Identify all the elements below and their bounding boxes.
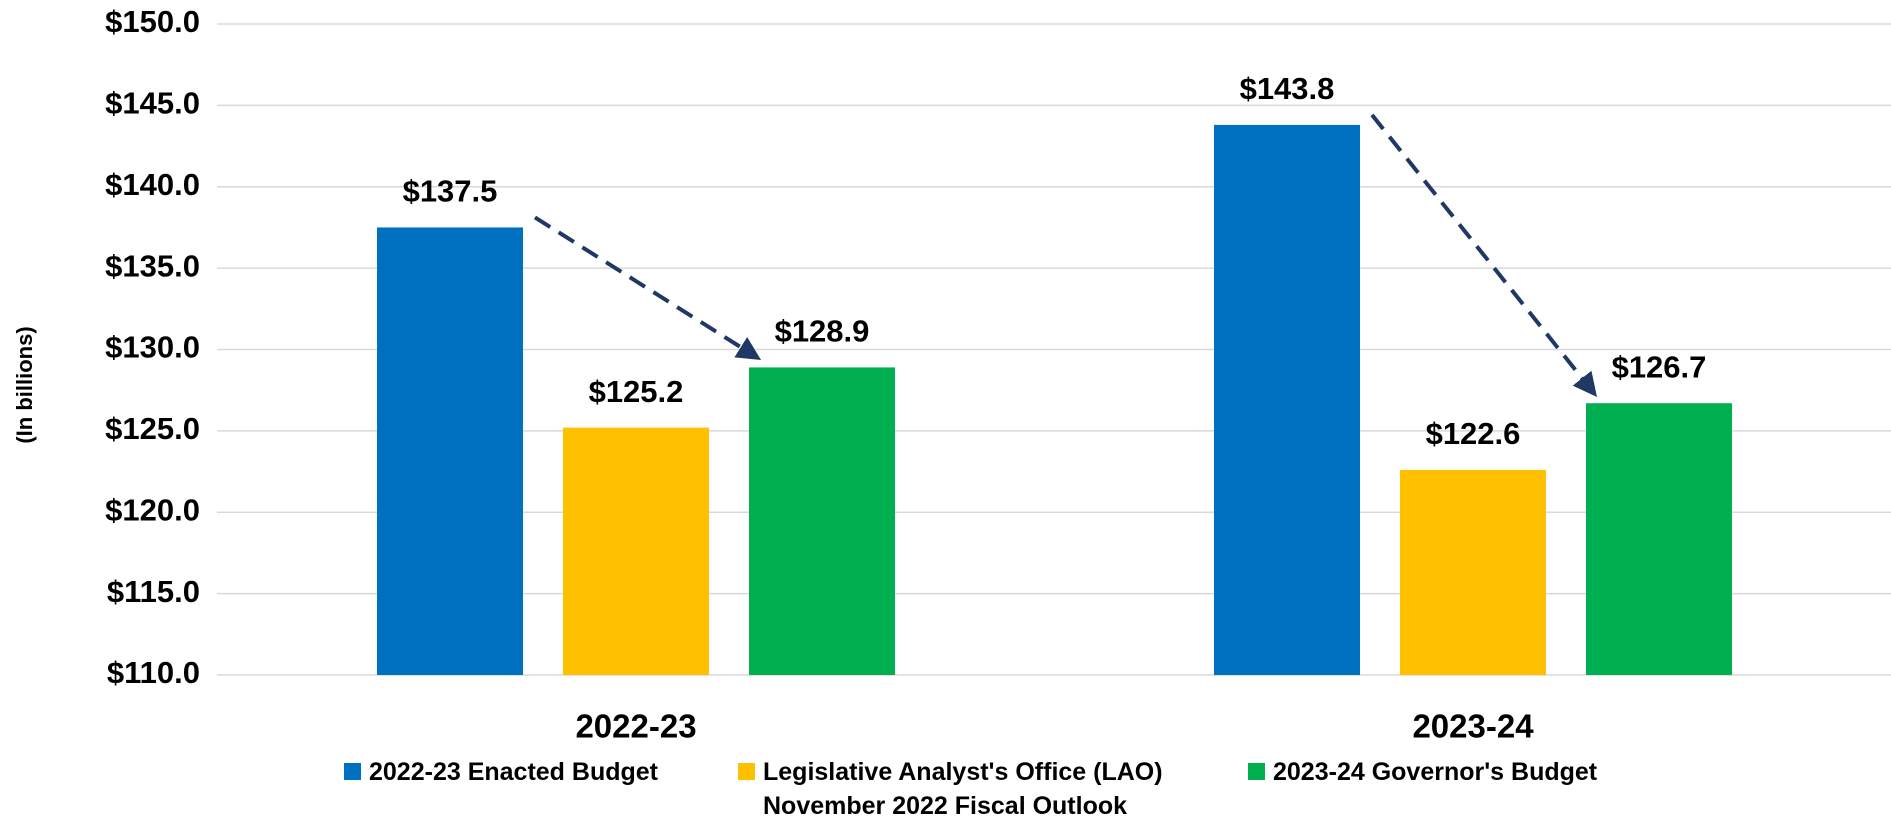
bar [749, 367, 895, 675]
value-label: $137.5 [403, 174, 498, 209]
legend-swatch [344, 763, 361, 780]
x-tick-label: 2022-23 [575, 708, 696, 745]
y-tick-label: $125.0 [105, 411, 200, 446]
y-axis-label: (In billions) [12, 326, 37, 443]
y-tick-label: $140.0 [105, 167, 200, 202]
trend-arrow [533, 215, 762, 360]
y-tick-label: $115.0 [107, 574, 200, 609]
bar [377, 227, 523, 675]
bar [1586, 403, 1732, 675]
value-label: $122.6 [1426, 416, 1521, 451]
legend-label: 2023-24 Governor's Budget [1273, 758, 1598, 786]
legend-item: 2023-24 Governor's Budget [1248, 755, 1597, 789]
y-tick-label: $120.0 [105, 492, 200, 527]
y-tick-label: $135.0 [105, 248, 200, 283]
legend-label: 2022-23 Enacted Budget [369, 758, 658, 786]
y-tick-label: $145.0 [105, 86, 200, 121]
legend-swatch [738, 763, 755, 780]
trend-arrow [1370, 113, 1597, 397]
y-tick-label: $110.0 [107, 655, 200, 690]
y-tick-label: $130.0 [105, 330, 200, 365]
legend-swatch [1248, 763, 1265, 780]
bar [1214, 124, 1360, 675]
legend-item: 2022-23 Enacted Budget [344, 755, 658, 789]
legend-label: Legislative Analyst's Office (LAO) Novem… [763, 758, 1163, 820]
y-tick-label: $150.0 [105, 4, 200, 39]
value-label: $143.8 [1240, 71, 1335, 106]
legend-item: Legislative Analyst's Office (LAO) Novem… [738, 755, 1163, 823]
bar [563, 427, 709, 675]
value-label: $128.9 [775, 314, 870, 349]
value-label: $126.7 [1612, 349, 1707, 384]
x-tick-label: 2023-24 [1412, 708, 1534, 745]
value-label: $125.2 [589, 374, 684, 409]
bar [1400, 469, 1546, 675]
